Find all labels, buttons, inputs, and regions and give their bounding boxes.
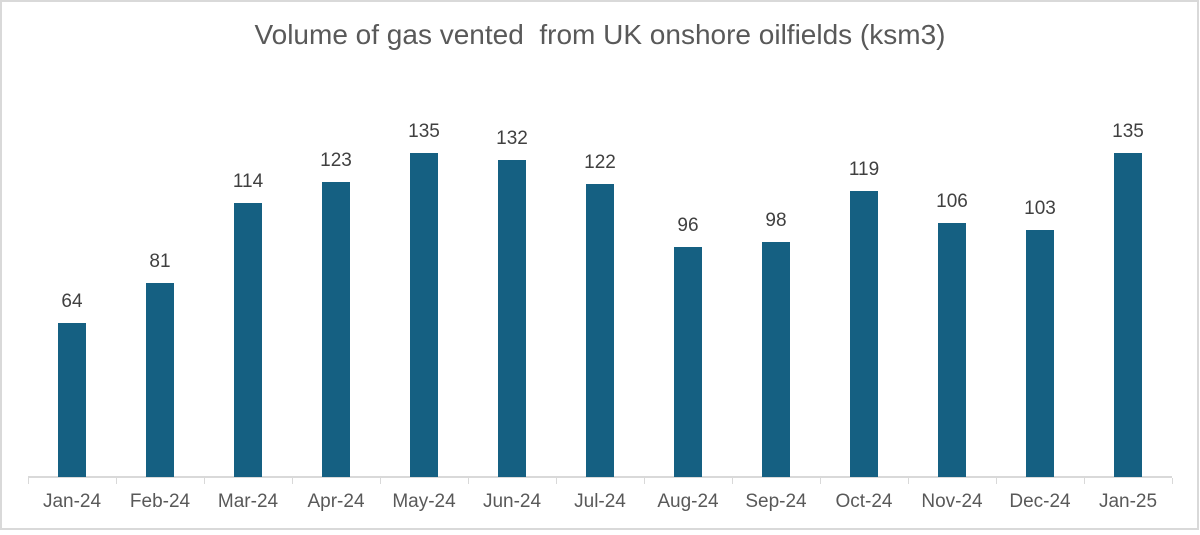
x-axis-tick bbox=[644, 478, 645, 484]
bar bbox=[58, 323, 86, 477]
data-label: 135 bbox=[408, 121, 440, 142]
x-axis-label: Sep-24 bbox=[745, 491, 807, 512]
data-label: 64 bbox=[61, 291, 83, 312]
x-axis-tick bbox=[116, 478, 117, 484]
data-label: 103 bbox=[1024, 198, 1056, 219]
x-axis-label: Dec-24 bbox=[1009, 491, 1071, 512]
bar bbox=[938, 223, 966, 477]
data-label: 106 bbox=[936, 191, 968, 212]
data-label: 123 bbox=[320, 150, 352, 171]
x-axis-label: Nov-24 bbox=[921, 491, 983, 512]
bar bbox=[1114, 153, 1142, 477]
x-axis-label: Jun-24 bbox=[482, 491, 542, 512]
x-axis-tick bbox=[1172, 478, 1173, 484]
x-axis-line bbox=[28, 476, 1172, 478]
chart-title: Volume of gas vented from UK onshore oil… bbox=[254, 19, 946, 50]
data-label: 114 bbox=[232, 171, 264, 192]
x-axis-label: Feb-24 bbox=[129, 491, 191, 512]
x-axis-label: Aug-24 bbox=[657, 491, 719, 512]
x-axis-tick bbox=[204, 478, 205, 484]
data-label: 122 bbox=[584, 152, 616, 173]
x-axis-tick bbox=[468, 478, 469, 484]
x-axis-label: Mar-24 bbox=[217, 491, 279, 512]
bar bbox=[498, 160, 526, 477]
bar bbox=[322, 182, 350, 477]
data-label: 98 bbox=[765, 210, 787, 231]
x-axis-tick bbox=[908, 478, 909, 484]
x-axis-label: Jul-24 bbox=[574, 491, 626, 512]
x-axis-tick bbox=[996, 478, 997, 484]
x-axis-tick bbox=[732, 478, 733, 484]
x-axis-label: Apr-24 bbox=[307, 491, 365, 512]
bar bbox=[410, 153, 438, 477]
bar bbox=[1026, 230, 1054, 477]
x-axis-label: Jan-24 bbox=[42, 491, 102, 512]
data-label: 119 bbox=[848, 159, 880, 180]
x-axis-tick bbox=[556, 478, 557, 484]
bar bbox=[674, 247, 702, 477]
x-axis-label: Jan-25 bbox=[1098, 491, 1158, 512]
bar bbox=[850, 191, 878, 477]
x-axis-tick bbox=[1084, 478, 1085, 484]
data-label: 132 bbox=[496, 128, 528, 149]
x-axis-label: May-24 bbox=[392, 491, 456, 512]
bar bbox=[234, 203, 262, 477]
data-label: 135 bbox=[1112, 121, 1144, 142]
data-label: 96 bbox=[677, 215, 699, 236]
x-axis-tick bbox=[292, 478, 293, 484]
bar bbox=[146, 283, 174, 477]
x-axis-tick bbox=[380, 478, 381, 484]
data-label: 81 bbox=[149, 251, 171, 272]
x-axis-tick bbox=[820, 478, 821, 484]
x-axis-tick bbox=[28, 478, 29, 484]
bar bbox=[586, 184, 614, 477]
x-axis-label: Oct-24 bbox=[835, 491, 893, 512]
bar bbox=[762, 242, 790, 477]
